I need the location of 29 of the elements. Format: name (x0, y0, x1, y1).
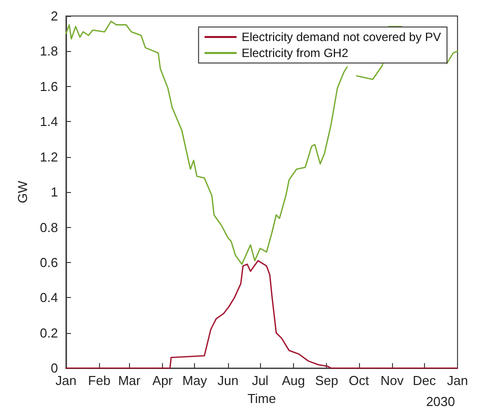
y-tick-label: 1.4 (40, 114, 58, 130)
x-tick-label: Oct (348, 373, 370, 388)
y-tick-label: 0.8 (40, 220, 58, 235)
x-tick-label: Aug (282, 373, 305, 388)
x-tick-label: Jul (252, 373, 269, 388)
y-tick-label: 1.6 (40, 78, 58, 94)
y-tick-label: 2 (50, 8, 58, 24)
x-axis-title: Time (248, 391, 276, 406)
x-tick-label: Mar (118, 373, 142, 388)
y-tick-label: 0 (50, 360, 58, 376)
y-tick-label: 1.8 (40, 44, 58, 59)
x-tick-label: Jan (447, 373, 468, 388)
x-tick-label: Apr (152, 373, 174, 388)
x-tick-label: Jun (217, 373, 238, 388)
y-axis-title: GW (15, 180, 30, 204)
x-tick-label: Dec (412, 373, 436, 388)
y-tick-label: 0.4 (40, 290, 58, 306)
legend-label: Electricity from GH2 (242, 46, 349, 60)
text: 2030 (426, 394, 455, 409)
y-tick-label: 0.2 (40, 325, 58, 340)
y-tick-label: 1.2 (40, 149, 58, 164)
x-tick-label: Sep (315, 373, 338, 388)
x-tick-label: May (182, 373, 208, 388)
y-tick-label: 1 (50, 184, 58, 200)
x-tick-label: Nov (380, 373, 404, 388)
y-tick-label: 0.6 (40, 254, 58, 270)
legend-label: Electricity demand not covered by PV (242, 30, 442, 44)
x-tick-label: Feb (88, 373, 110, 388)
x-tick-label: Jan (55, 373, 76, 388)
